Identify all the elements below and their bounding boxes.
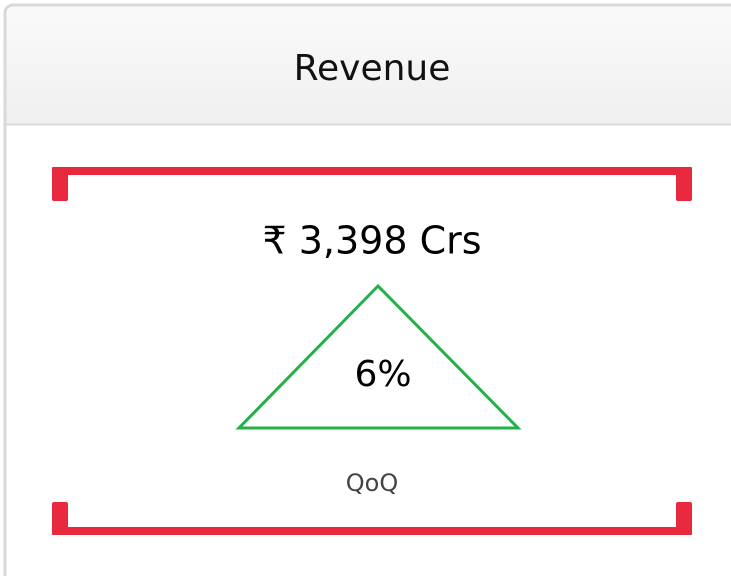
card-header: [6, 6, 731, 124]
metric-value: ₹ 3,398 Crs: [262, 219, 481, 263]
card-title: Revenue: [294, 48, 451, 89]
metric-period: QoQ: [346, 469, 398, 497]
metric-change: 6%: [354, 354, 411, 395]
bottom-bracket: [52, 502, 692, 535]
card-frame: [3, 3, 731, 576]
up-triangle: [235, 283, 522, 430]
top-bracket: [52, 167, 692, 201]
